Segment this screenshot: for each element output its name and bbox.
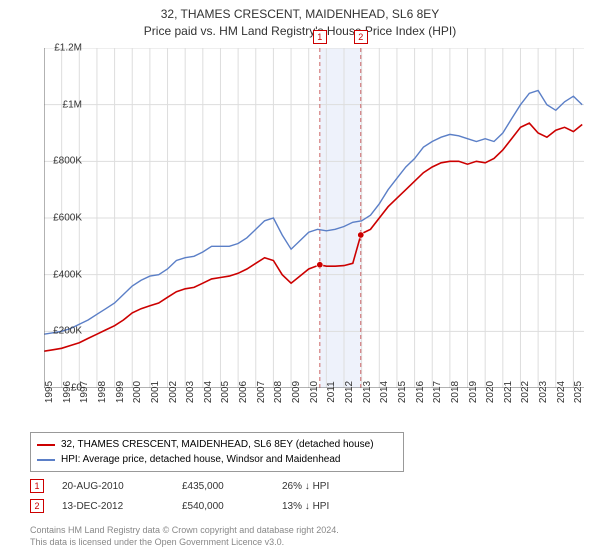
x-tick-label: 2005 (220, 381, 231, 403)
x-tick-label: 2003 (185, 381, 196, 403)
y-tick-label: £800K (53, 156, 82, 167)
sale-pct-2: 13% ↓ HPI (282, 501, 382, 512)
chart-area: £0£200K£400K£600K£800K£1M£1.2M 199519961… (44, 48, 584, 388)
x-tick-label: 2002 (168, 381, 179, 403)
footer-text: Contains HM Land Registry data © Crown c… (30, 524, 339, 548)
x-tick-label: 2018 (450, 381, 461, 403)
x-tick-label: 2017 (432, 381, 443, 403)
chart-svg (44, 48, 584, 388)
x-tick-label: 2000 (132, 381, 143, 403)
x-tick-label: 2010 (309, 381, 320, 403)
x-tick-label: 2023 (538, 381, 549, 403)
sale-price-2: £540,000 (182, 501, 282, 512)
x-tick-label: 2020 (485, 381, 496, 403)
sale-pct-1: 26% ↓ HPI (282, 481, 382, 492)
x-tick-label: 2014 (379, 381, 390, 403)
x-tick-label: 1998 (97, 381, 108, 403)
y-tick-label: £1.2M (54, 43, 82, 54)
y-tick-label: £600K (53, 213, 82, 224)
chart-marker-label: 2 (354, 30, 368, 44)
x-tick-label: 1999 (115, 381, 126, 403)
sales-row-2: 2 13-DEC-2012 £540,000 13% ↓ HPI (30, 496, 382, 516)
y-tick-label: £400K (53, 269, 82, 280)
x-tick-label: 2011 (326, 381, 337, 403)
x-tick-label: 2016 (415, 381, 426, 403)
x-tick-label: 2019 (468, 381, 479, 403)
sale-date-1: 20-AUG-2010 (62, 481, 182, 492)
x-tick-label: 2022 (520, 381, 531, 403)
x-tick-label: 1997 (79, 381, 90, 403)
x-tick-label: 2001 (150, 381, 161, 403)
legend-row-2: HPI: Average price, detached house, Wind… (37, 452, 397, 467)
legend-swatch-1 (37, 444, 55, 446)
legend-label-2: HPI: Average price, detached house, Wind… (61, 452, 340, 467)
chart-marker-label: 1 (313, 30, 327, 44)
x-tick-label: 2008 (273, 381, 284, 403)
sales-row-1: 1 20-AUG-2010 £435,000 26% ↓ HPI (30, 476, 382, 496)
footer-line-2: This data is licensed under the Open Gov… (30, 536, 339, 548)
x-tick-label: 2009 (291, 381, 302, 403)
x-tick-label: 2007 (256, 381, 267, 403)
y-tick-label: £1M (63, 99, 82, 110)
x-tick-label: 2012 (344, 381, 355, 403)
sales-table: 1 20-AUG-2010 £435,000 26% ↓ HPI 2 13-DE… (30, 476, 382, 516)
x-tick-label: 2004 (203, 381, 214, 403)
legend-swatch-2 (37, 459, 55, 461)
title-line-1: 32, THAMES CRESCENT, MAIDENHEAD, SL6 8EY (0, 6, 600, 23)
title-line-2: Price paid vs. HM Land Registry's House … (0, 23, 600, 40)
x-tick-label: 2006 (238, 381, 249, 403)
footer-line-1: Contains HM Land Registry data © Crown c… (30, 524, 339, 536)
legend-row-1: 32, THAMES CRESCENT, MAIDENHEAD, SL6 8EY… (37, 437, 397, 452)
x-tick-label: 2024 (556, 381, 567, 403)
x-tick-label: 2025 (573, 381, 584, 403)
x-tick-label: 1995 (44, 381, 55, 403)
sale-marker-1: 1 (30, 479, 44, 493)
sale-date-2: 13-DEC-2012 (62, 501, 182, 512)
y-tick-label: £200K (53, 326, 82, 337)
chart-title-block: 32, THAMES CRESCENT, MAIDENHEAD, SL6 8EY… (0, 0, 600, 40)
x-tick-label: 2021 (503, 381, 514, 403)
legend-label-1: 32, THAMES CRESCENT, MAIDENHEAD, SL6 8EY… (61, 437, 374, 452)
sale-price-1: £435,000 (182, 481, 282, 492)
sale-marker-2: 2 (30, 499, 44, 513)
x-tick-label: 1996 (62, 381, 73, 403)
x-tick-label: 2015 (397, 381, 408, 403)
legend-box: 32, THAMES CRESCENT, MAIDENHEAD, SL6 8EY… (30, 432, 404, 472)
x-tick-label: 2013 (362, 381, 373, 403)
